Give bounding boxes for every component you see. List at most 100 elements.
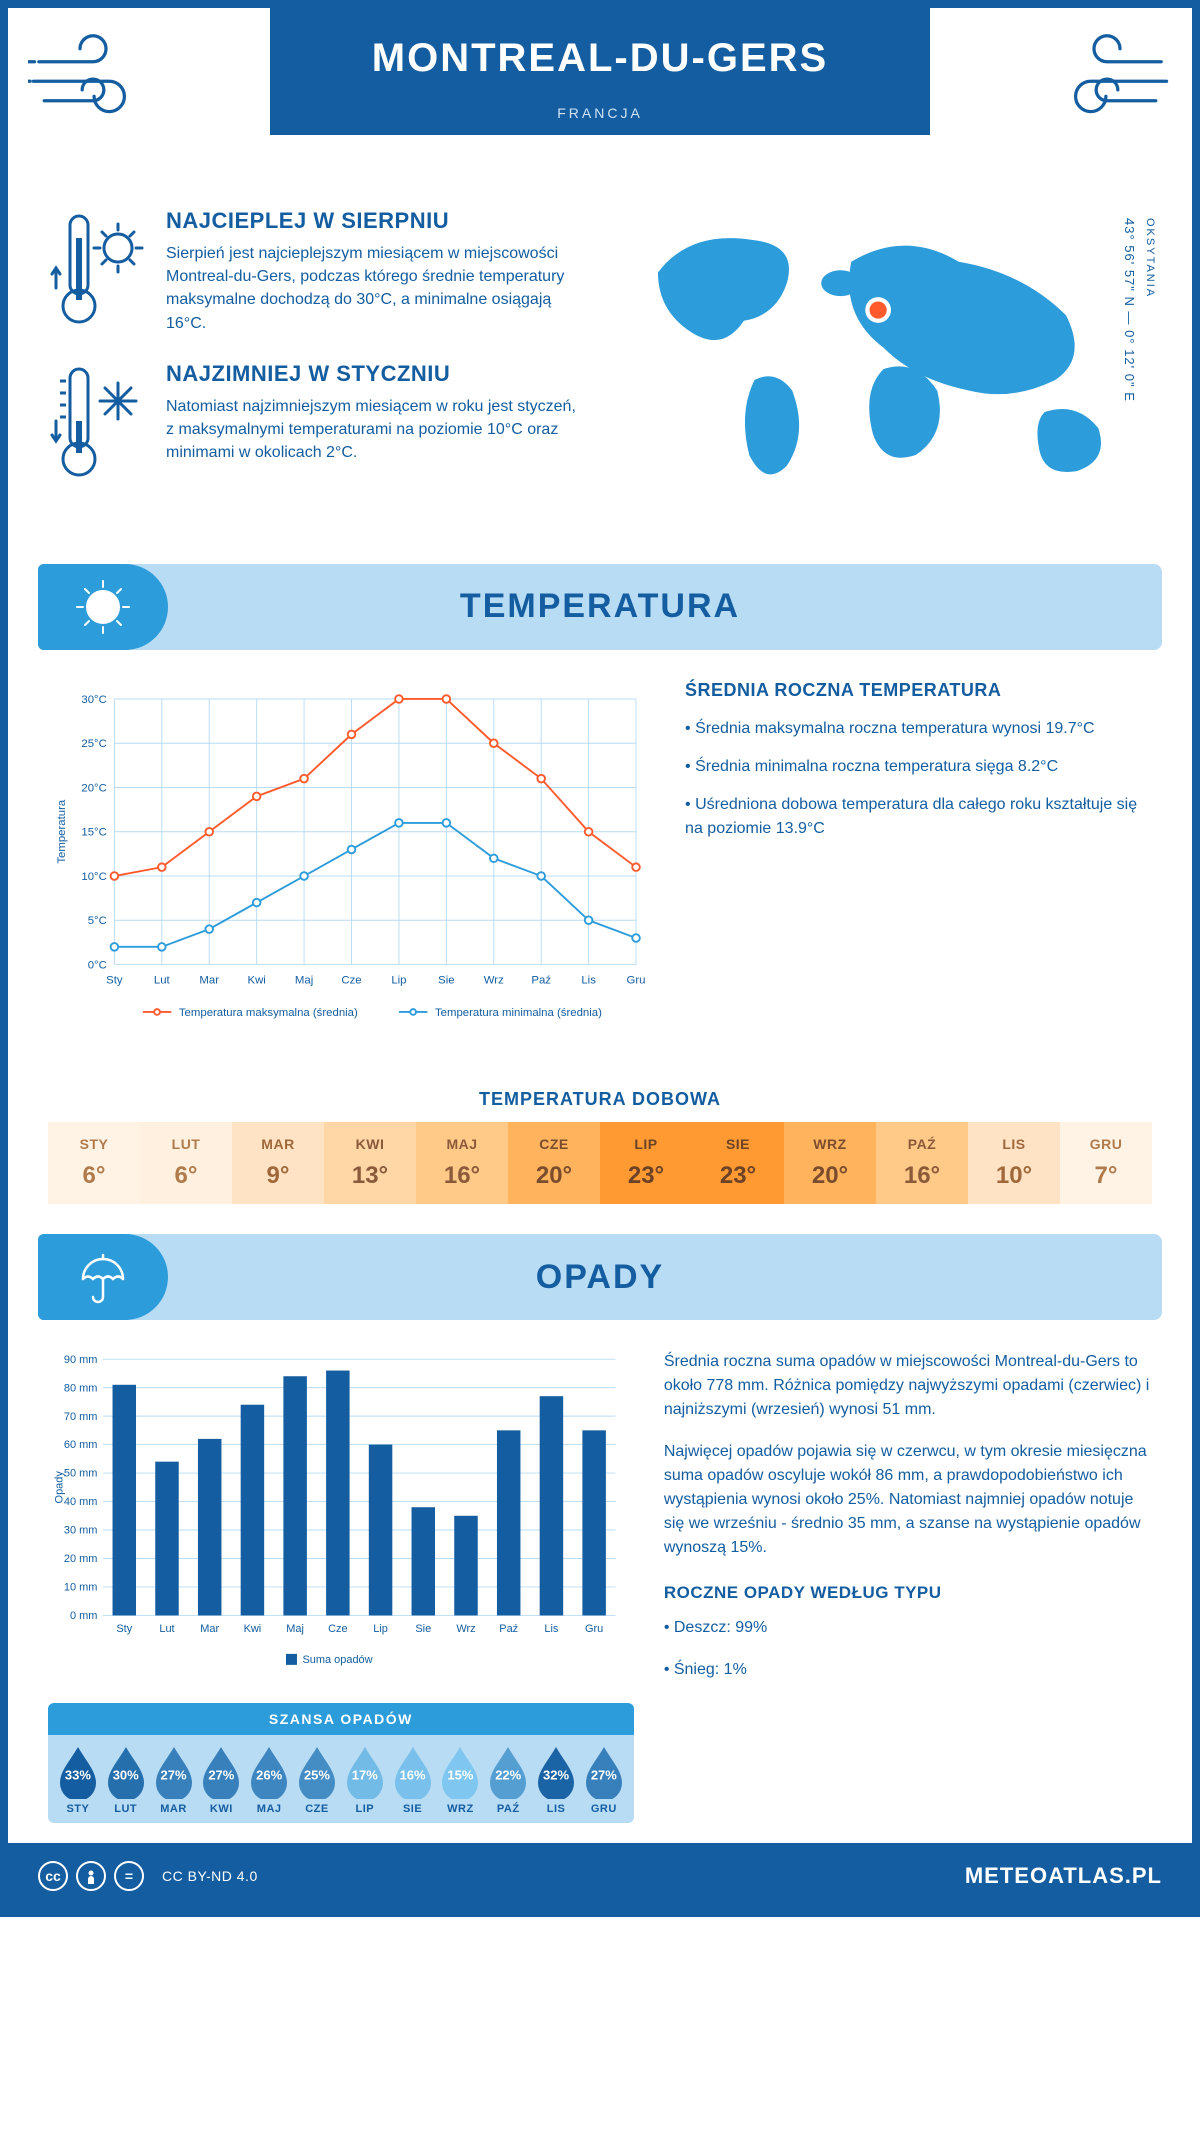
precip-type-bullet: • Deszcz: 99%	[664, 1616, 1152, 1640]
temperature-content: 0°C5°C10°C15°C20°C25°C30°CStyLutMarKwiMa…	[8, 670, 1192, 1065]
precip-left-column: 0 mm10 mm20 mm30 mm40 mm50 mm60 mm70 mm8…	[48, 1350, 634, 1823]
fact-body: Sierpień jest najcieplejszym miesiącem w…	[166, 242, 585, 335]
license-text: CC BY-ND 4.0	[162, 1868, 258, 1884]
svg-text:Cze: Cze	[328, 1623, 348, 1635]
lat-label: 43° 56' 57" N	[1122, 218, 1137, 307]
thermometer-hot-icon	[48, 208, 148, 335]
temperature-section-header: TEMPERATURA	[38, 564, 1162, 650]
svg-text:10 mm: 10 mm	[64, 1582, 98, 1594]
daily-temp-cell: LIP23°	[600, 1122, 692, 1204]
svg-text:40 mm: 40 mm	[64, 1496, 98, 1508]
svg-text:Mar: Mar	[199, 974, 219, 986]
svg-text:Lip: Lip	[373, 1623, 388, 1635]
cc-nd-icon: =	[114, 1861, 144, 1891]
hottest-fact: NAJCIEPLEJ W SIERPNIU Sierpień jest najc…	[48, 208, 585, 335]
daily-temp-cell: STY6°	[48, 1122, 140, 1204]
chance-cell: 32%LIS	[532, 1745, 580, 1815]
chance-cell: 17%LIP	[341, 1745, 389, 1815]
svg-text:Kwi: Kwi	[244, 1623, 262, 1635]
chance-cell: 22%PAŹ	[484, 1745, 532, 1815]
daily-temp-cell: PAŹ16°	[876, 1122, 968, 1204]
fact-body: Natomiast najzimniejszym miesiącem w rok…	[166, 395, 585, 465]
daily-temp-cell: GRU7°	[1060, 1122, 1152, 1204]
title-banner: MONTREAL-DU-GERS FRANCJA	[270, 8, 930, 135]
svg-text:Maj: Maj	[286, 1623, 304, 1635]
daily-temp-cell: MAR9°	[232, 1122, 324, 1204]
svg-text:20 mm: 20 mm	[64, 1553, 98, 1565]
infographic-page: MONTREAL-DU-GERS FRANCJA	[0, 0, 1200, 1917]
umbrella-icon	[38, 1234, 168, 1320]
daily-temp-cell: KWI13°	[324, 1122, 416, 1204]
fact-text: NAJZIMNIEJ W STYCZNIU Natomiast najzimni…	[166, 361, 585, 486]
svg-text:Sty: Sty	[106, 974, 123, 986]
annual-bullet: • Średnia minimalna roczna temperatura s…	[685, 755, 1152, 779]
chance-cell: 27%GRU	[580, 1745, 628, 1815]
svg-text:90 mm: 90 mm	[64, 1354, 98, 1366]
svg-text:Wrz: Wrz	[484, 974, 504, 986]
svg-text:Lut: Lut	[154, 974, 171, 986]
svg-text:Mar: Mar	[200, 1623, 219, 1635]
cc-by-icon	[76, 1861, 106, 1891]
svg-text:Lut: Lut	[159, 1623, 174, 1635]
svg-text:Sie: Sie	[415, 1623, 431, 1635]
chance-cell: 27%MAR	[150, 1745, 198, 1815]
intro-section: NAJCIEPLEJ W SIERPNIU Sierpień jest najc…	[8, 188, 1192, 544]
daily-temp-cell: LIS10°	[968, 1122, 1060, 1204]
wind-icon	[1042, 28, 1172, 128]
svg-text:60 mm: 60 mm	[64, 1439, 98, 1451]
daily-temp-cell: SIE23°	[692, 1122, 784, 1204]
map-column: OKSYTANIA 43° 56' 57" N — 0° 12' 0" E	[615, 208, 1152, 514]
chance-cell: 15%WRZ	[437, 1745, 485, 1815]
section-title: TEMPERATURA	[460, 587, 740, 626]
svg-text:Maj: Maj	[295, 974, 313, 986]
thermometer-cold-icon	[48, 361, 148, 486]
precip-content: 0 mm10 mm20 mm30 mm40 mm50 mm60 mm70 mm8…	[8, 1340, 1192, 1843]
svg-text:Temperatura minimalna (średnia: Temperatura minimalna (średnia)	[435, 1006, 602, 1018]
svg-text:70 mm: 70 mm	[64, 1411, 98, 1423]
svg-text:50 mm: 50 mm	[64, 1468, 98, 1480]
daily-temp-heading: TEMPERATURA DOBOWA	[8, 1089, 1192, 1110]
page-title: MONTREAL-DU-GERS	[290, 36, 910, 81]
svg-text:Temperatura maksymalna (średni: Temperatura maksymalna (średnia)	[179, 1006, 358, 1018]
svg-text:25°C: 25°C	[81, 738, 106, 750]
lon-label: 0° 12' 0" E	[1122, 330, 1137, 402]
chance-cell: 27%KWI	[197, 1745, 245, 1815]
header: MONTREAL-DU-GERS FRANCJA	[8, 8, 1192, 188]
world-map-icon	[615, 208, 1152, 514]
fact-title: NAJZIMNIEJ W STYCZNIU	[166, 361, 585, 387]
fact-title: NAJCIEPLEJ W SIERPNIU	[166, 208, 585, 234]
precip-section-header: OPADY	[38, 1234, 1162, 1320]
svg-text:Opady: Opady	[54, 1471, 66, 1504]
svg-text:Paź: Paź	[499, 1623, 518, 1635]
country-label: FRANCJA	[290, 105, 910, 121]
svg-text:20°C: 20°C	[81, 782, 106, 794]
daily-temp-cell: MAJ16°	[416, 1122, 508, 1204]
coldest-fact: NAJZIMNIEJ W STYCZNIU Natomiast najzimni…	[48, 361, 585, 486]
temperature-annual-stats: ŚREDNIA ROCZNA TEMPERATURA • Średnia mak…	[685, 680, 1152, 1045]
svg-text:Gru: Gru	[585, 1623, 603, 1635]
annual-bullet: • Uśredniona dobowa temperatura dla całe…	[685, 793, 1152, 841]
svg-text:Wrz: Wrz	[456, 1623, 475, 1635]
daily-temp-cell: WRZ20°	[784, 1122, 876, 1204]
svg-text:Cze: Cze	[341, 974, 361, 986]
annual-bullet: • Średnia maksymalna roczna temperatura …	[685, 717, 1152, 741]
license-block: cc = CC BY-ND 4.0	[38, 1861, 258, 1891]
svg-text:80 mm: 80 mm	[64, 1382, 98, 1394]
fact-text: NAJCIEPLEJ W SIERPNIU Sierpień jest najc…	[166, 208, 585, 335]
svg-text:Gru: Gru	[627, 974, 646, 986]
wind-icon	[28, 28, 158, 128]
chance-heading: SZANSA OPADÓW	[48, 1703, 634, 1735]
svg-text:15°C: 15°C	[81, 826, 106, 838]
svg-text:0°C: 0°C	[88, 959, 107, 971]
svg-text:Suma opadów: Suma opadów	[302, 1654, 372, 1666]
svg-text:30 mm: 30 mm	[64, 1525, 98, 1537]
chance-cell: 25%CZE	[293, 1745, 341, 1815]
daily-temp-cell: CZE20°	[508, 1122, 600, 1204]
precip-text-column: Średnia roczna suma opadów w miejscowośc…	[664, 1350, 1152, 1823]
precipitation-bar-chart: 0 mm10 mm20 mm30 mm40 mm50 mm60 mm70 mm8…	[48, 1350, 634, 1685]
site-name: METEOATLAS.PL	[965, 1863, 1162, 1889]
svg-text:30°C: 30°C	[81, 693, 106, 705]
svg-text:5°C: 5°C	[88, 915, 107, 927]
svg-text:Lip: Lip	[391, 974, 406, 986]
facts-column: NAJCIEPLEJ W SIERPNIU Sierpień jest najc…	[48, 208, 585, 514]
